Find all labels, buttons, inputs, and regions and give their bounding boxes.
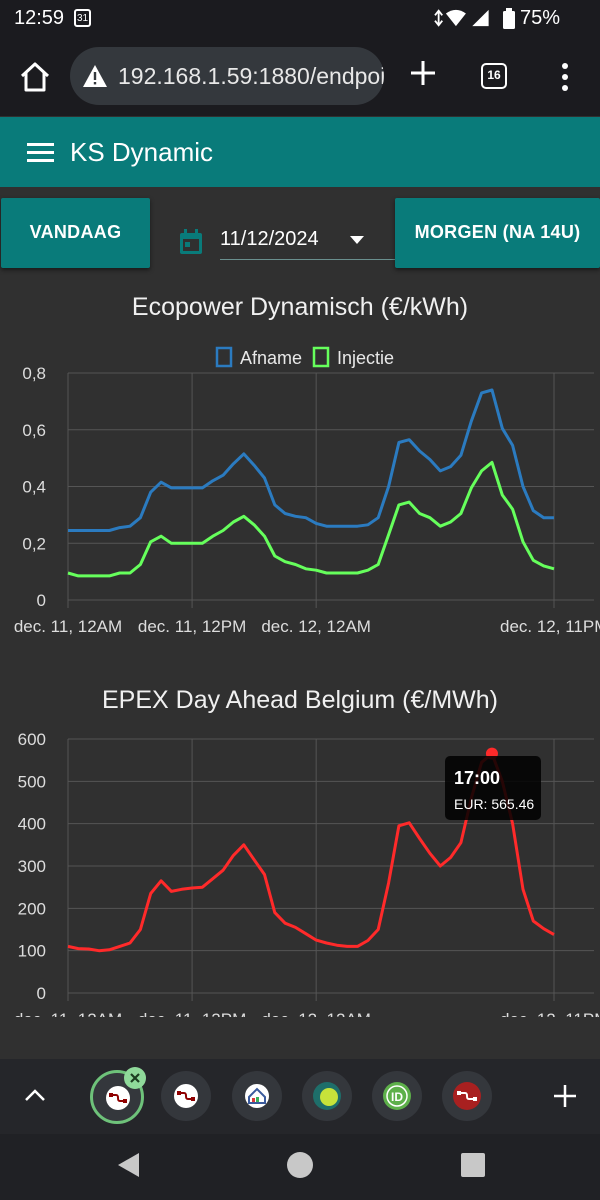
tab-strip: ID bbox=[0, 1059, 600, 1134]
chevron-up-icon[interactable] bbox=[24, 1087, 46, 1103]
house-icon bbox=[245, 1084, 269, 1108]
battery-icon bbox=[503, 8, 515, 29]
tab-nodered-3[interactable] bbox=[442, 1071, 492, 1121]
y-tick-label: 500 bbox=[18, 772, 46, 791]
tooltip-label: EUR: 565.46 bbox=[454, 796, 534, 812]
dashboard-content: VANDAAG 11/12/2024 MORGEN (NA 14U) Ecopo… bbox=[0, 187, 600, 1059]
epex-chart: EPEX Day Ahead Belgium (€/MWh) 0 100 200 300… bbox=[14, 686, 600, 1017]
y-tick-label: 0 bbox=[37, 591, 46, 610]
more-options-icon[interactable] bbox=[559, 62, 571, 92]
legend-label-afname[interactable]: Afname bbox=[240, 348, 302, 368]
x-tick-label: dec. 12, 12AM bbox=[261, 1010, 371, 1017]
x-tick-label: dec. 12, 12AM bbox=[261, 617, 371, 636]
legend-swatch-injectie[interactable] bbox=[312, 346, 330, 368]
y-tick-label: 0,2 bbox=[22, 534, 46, 553]
y-tick-label: 200 bbox=[18, 899, 46, 918]
app-bar: KS Dynamic bbox=[0, 117, 600, 187]
signal-icons bbox=[434, 9, 489, 27]
add-tab-icon[interactable] bbox=[552, 1083, 578, 1109]
close-icon bbox=[130, 1073, 140, 1083]
chart-title: Ecopower Dynamisch (€/kWh) bbox=[132, 293, 468, 321]
home-nav-icon[interactable] bbox=[286, 1151, 314, 1179]
series-line-injectie bbox=[67, 460, 555, 578]
status-time: 12:59 bbox=[14, 7, 65, 29]
x-tick-label: dec. 12, 11PM bbox=[500, 617, 600, 636]
y-tick-label: 300 bbox=[18, 857, 46, 876]
system-navigation bbox=[0, 1137, 600, 1200]
tooltip-title: 17:00 bbox=[454, 768, 500, 788]
x-tick-label: dec. 11, 12PM bbox=[138, 617, 246, 636]
x-tick-label: dec. 11, 12AM bbox=[14, 617, 122, 636]
legend-label-injectie[interactable]: Injectie bbox=[337, 348, 394, 368]
y-tick-label: 0,6 bbox=[22, 421, 46, 440]
status-bar: 12:59 31 75% bbox=[0, 0, 600, 38]
address-bar[interactable]: 192.168.1.59:1880/endpoi bbox=[70, 47, 384, 105]
bottom-bar: ID bbox=[0, 1059, 600, 1200]
chevron-down-icon[interactable] bbox=[350, 236, 364, 244]
back-icon[interactable] bbox=[115, 1151, 141, 1179]
y-tick-label: 0,8 bbox=[22, 364, 46, 383]
today-button[interactable]: VANDAAG bbox=[1, 198, 150, 268]
app-title: KS Dynamic bbox=[70, 137, 214, 167]
tab-id[interactable]: ID bbox=[372, 1071, 422, 1121]
close-tab-button[interactable] bbox=[124, 1067, 146, 1089]
tooltip: 17:00 EUR: 565.46 bbox=[445, 756, 541, 820]
series-line-afname bbox=[68, 388, 554, 532]
y-tick-label: 0 bbox=[37, 984, 46, 1003]
x-tick-label: dec. 11, 12PM bbox=[138, 1010, 246, 1017]
tooltip-box bbox=[445, 756, 541, 820]
node-red-icon bbox=[174, 1084, 198, 1108]
x-tick-label: dec. 12, 11PM bbox=[500, 1010, 600, 1017]
y-tick-label: 0,4 bbox=[22, 478, 46, 497]
tab-green-circle[interactable] bbox=[302, 1071, 352, 1121]
chart-title: EPEX Day Ahead Belgium (€/MWh) bbox=[102, 686, 498, 714]
tomorrow-button[interactable]: MORGEN (NA 14U) bbox=[395, 198, 600, 268]
new-tab-icon[interactable] bbox=[408, 58, 438, 88]
ecopower-chart: Ecopower Dynamisch (€/kWh) 0 0,2 0,4 0,6 0,8 d… bbox=[14, 293, 600, 636]
y-tick-label: 400 bbox=[18, 815, 46, 834]
node-red-icon bbox=[453, 1082, 481, 1110]
x-tick-label: dec. 11, 12AM bbox=[14, 1010, 122, 1017]
node-red-icon bbox=[106, 1086, 130, 1110]
not-secure-warning-icon[interactable] bbox=[82, 64, 108, 88]
calendar-icon: 31 bbox=[74, 9, 91, 27]
tab-home-assistant[interactable] bbox=[232, 1071, 282, 1121]
hamburger-menu-icon[interactable] bbox=[27, 142, 54, 162]
app-logo-icon bbox=[313, 1082, 341, 1110]
browser-toolbar: 192.168.1.59:1880/endpoi 16 bbox=[0, 38, 600, 116]
tab-switcher-button[interactable]: 16 bbox=[481, 63, 507, 89]
svg-text:ID: ID bbox=[391, 1090, 403, 1104]
y-tick-label: 600 bbox=[18, 730, 46, 749]
tab-nodered-2[interactable] bbox=[161, 1071, 211, 1121]
legend-swatch-afname[interactable] bbox=[215, 346, 233, 368]
url-text[interactable]: 192.168.1.59:1880/endpoi bbox=[118, 63, 384, 89]
home-icon[interactable] bbox=[18, 60, 52, 94]
date-value[interactable]: 11/12/2024 bbox=[220, 228, 319, 250]
date-picker[interactable]: 11/12/2024 bbox=[220, 223, 395, 260]
recents-icon[interactable] bbox=[460, 1152, 486, 1178]
battery-percent: 75% bbox=[519, 7, 560, 29]
calendar-icon[interactable] bbox=[178, 228, 204, 256]
id-icon: ID bbox=[383, 1082, 411, 1110]
y-tick-label: 100 bbox=[18, 942, 46, 961]
